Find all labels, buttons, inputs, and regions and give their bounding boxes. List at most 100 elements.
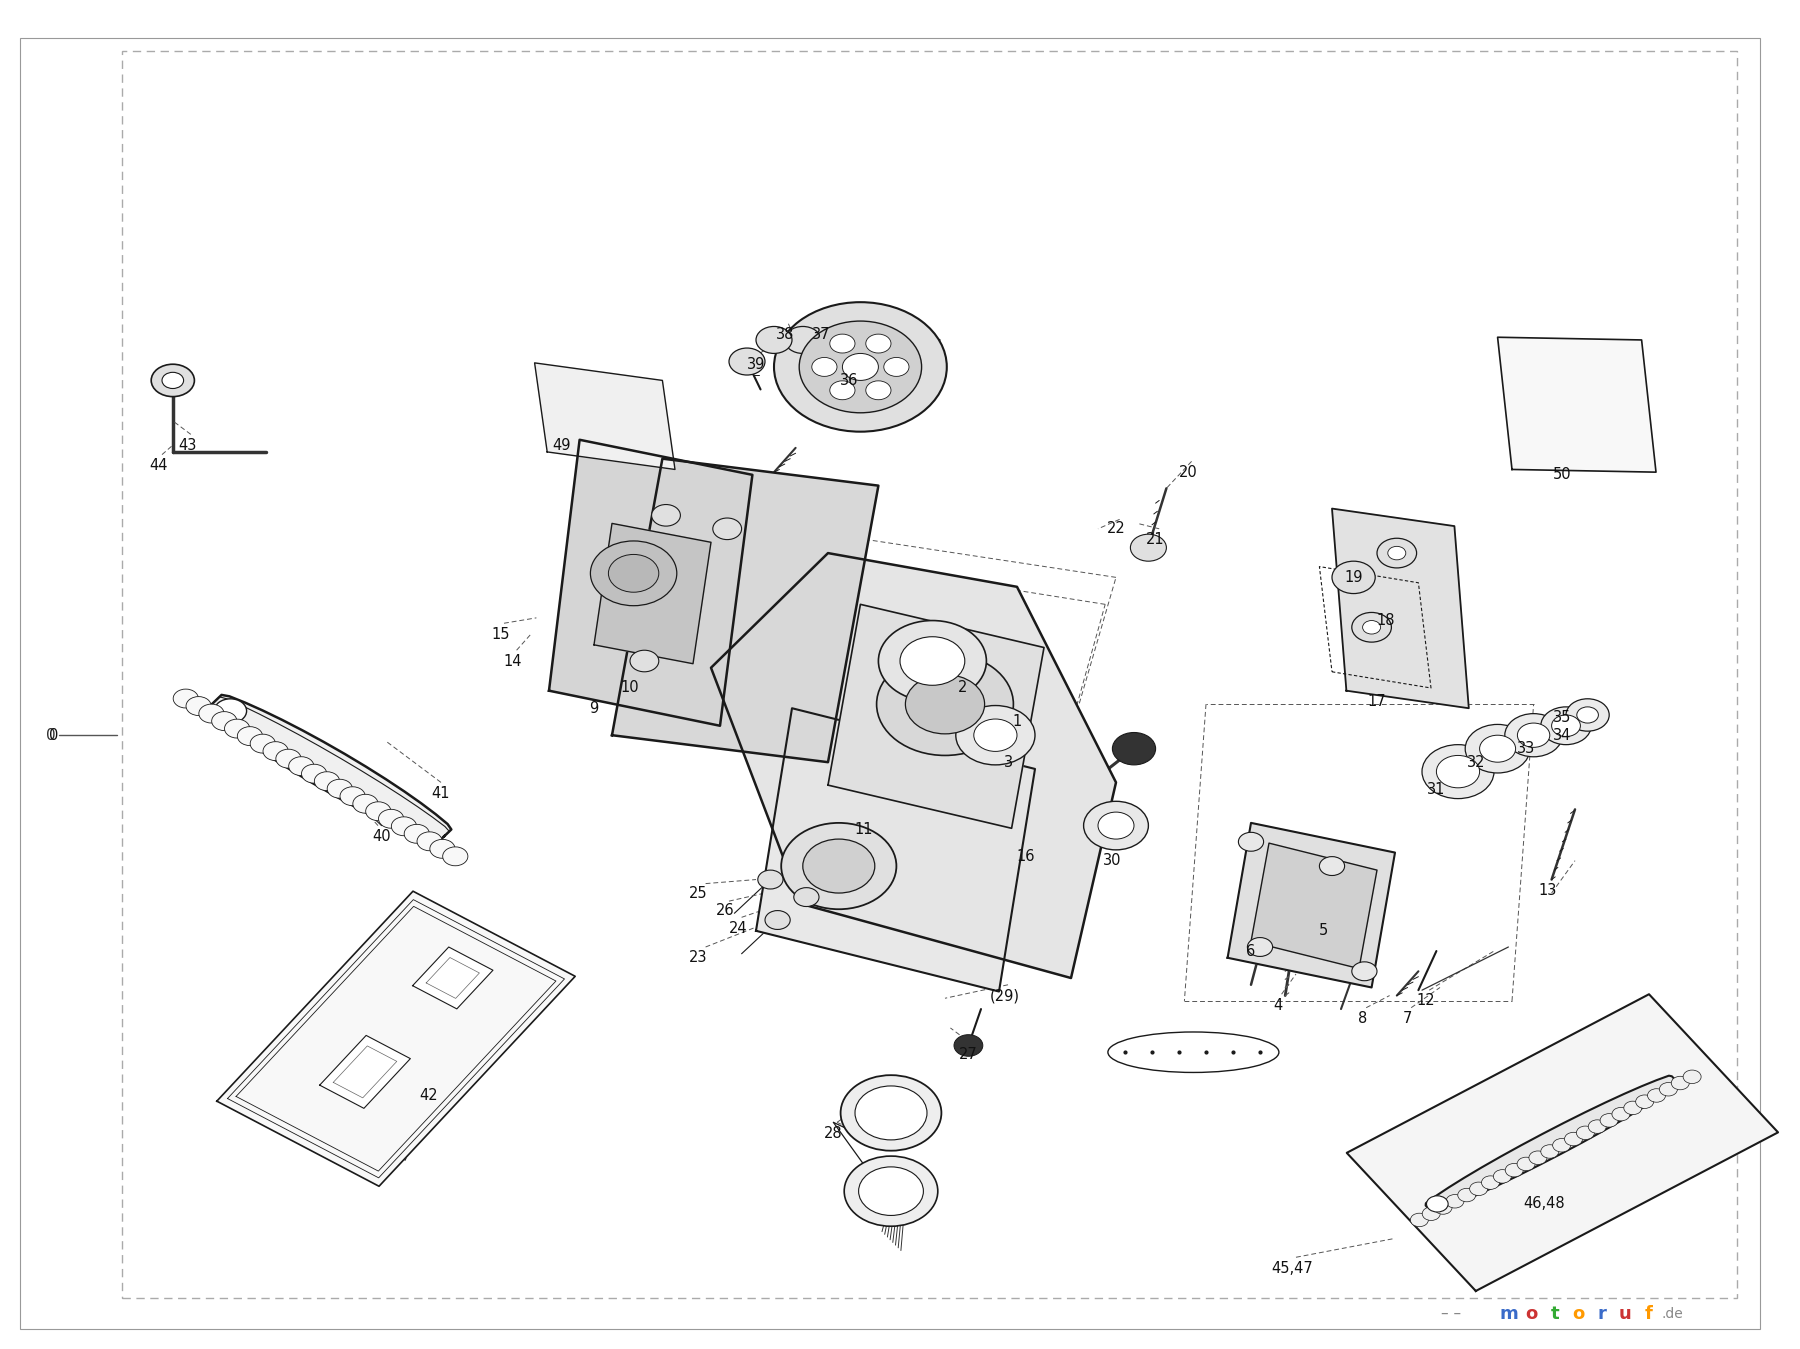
Text: m: m bbox=[1499, 1304, 1517, 1323]
Circle shape bbox=[353, 795, 378, 813]
Polygon shape bbox=[1498, 337, 1656, 472]
Text: 22: 22 bbox=[1107, 521, 1125, 537]
Text: 31: 31 bbox=[1427, 781, 1445, 797]
Circle shape bbox=[1577, 1126, 1595, 1140]
Circle shape bbox=[1660, 1082, 1678, 1095]
Circle shape bbox=[1445, 1194, 1463, 1207]
Circle shape bbox=[1427, 1195, 1449, 1211]
Circle shape bbox=[1566, 699, 1609, 731]
Text: o: o bbox=[1526, 1304, 1537, 1323]
Circle shape bbox=[859, 1167, 923, 1215]
Text: 49: 49 bbox=[553, 437, 571, 453]
Text: 14: 14 bbox=[504, 653, 522, 669]
Circle shape bbox=[841, 1075, 941, 1151]
Text: 27: 27 bbox=[959, 1047, 977, 1063]
Text: t: t bbox=[1552, 1304, 1559, 1323]
Text: 17: 17 bbox=[1368, 693, 1386, 710]
Circle shape bbox=[765, 911, 790, 929]
Circle shape bbox=[1247, 938, 1273, 956]
Text: 3: 3 bbox=[1003, 754, 1013, 770]
Text: 16: 16 bbox=[1017, 849, 1035, 865]
Circle shape bbox=[250, 734, 275, 753]
Text: – –: – – bbox=[1440, 1306, 1462, 1322]
Bar bbox=[122, 51, 1737, 1298]
Circle shape bbox=[1332, 561, 1375, 594]
Text: 26: 26 bbox=[716, 902, 734, 919]
Polygon shape bbox=[594, 523, 711, 664]
Text: r: r bbox=[1598, 1304, 1606, 1323]
Circle shape bbox=[905, 674, 985, 734]
Circle shape bbox=[1600, 1114, 1618, 1128]
Text: 2: 2 bbox=[958, 680, 968, 696]
Circle shape bbox=[288, 757, 313, 776]
Circle shape bbox=[1388, 546, 1406, 560]
Circle shape bbox=[1465, 724, 1530, 773]
Circle shape bbox=[1624, 1101, 1642, 1114]
Text: 6: 6 bbox=[1246, 943, 1256, 959]
Circle shape bbox=[878, 621, 986, 701]
Text: 42: 42 bbox=[419, 1087, 437, 1103]
Polygon shape bbox=[216, 892, 576, 1186]
Polygon shape bbox=[1426, 1075, 1678, 1213]
Circle shape bbox=[630, 650, 659, 672]
Circle shape bbox=[884, 357, 909, 376]
Circle shape bbox=[1505, 1163, 1523, 1176]
Circle shape bbox=[729, 348, 765, 375]
Text: 18: 18 bbox=[1377, 612, 1395, 629]
Circle shape bbox=[956, 706, 1035, 765]
Circle shape bbox=[1377, 538, 1417, 568]
Circle shape bbox=[1647, 1089, 1665, 1102]
Circle shape bbox=[1238, 832, 1264, 851]
Text: 50: 50 bbox=[1553, 467, 1571, 483]
Circle shape bbox=[1683, 1070, 1701, 1083]
Text: 23: 23 bbox=[689, 950, 707, 966]
Circle shape bbox=[1552, 715, 1580, 737]
Circle shape bbox=[774, 302, 947, 432]
Text: 39: 39 bbox=[747, 356, 765, 372]
Text: 40: 40 bbox=[373, 828, 391, 844]
Circle shape bbox=[1352, 612, 1391, 642]
Polygon shape bbox=[1251, 843, 1377, 969]
Circle shape bbox=[1481, 1176, 1499, 1190]
Circle shape bbox=[866, 380, 891, 399]
Circle shape bbox=[954, 1035, 983, 1056]
Circle shape bbox=[198, 704, 223, 723]
Circle shape bbox=[1541, 707, 1591, 745]
Text: 45,47: 45,47 bbox=[1271, 1260, 1314, 1276]
Circle shape bbox=[214, 699, 247, 723]
Circle shape bbox=[1084, 801, 1148, 850]
Text: 11: 11 bbox=[855, 822, 873, 838]
Text: 33: 33 bbox=[1517, 741, 1535, 757]
Circle shape bbox=[263, 742, 288, 761]
Polygon shape bbox=[711, 553, 1116, 978]
Text: 15: 15 bbox=[491, 626, 509, 642]
Text: 0: 0 bbox=[49, 727, 59, 743]
Circle shape bbox=[844, 1156, 938, 1226]
Circle shape bbox=[328, 780, 353, 799]
Circle shape bbox=[1517, 723, 1550, 747]
Circle shape bbox=[1505, 714, 1562, 757]
Text: 8: 8 bbox=[1357, 1010, 1368, 1027]
Circle shape bbox=[803, 839, 875, 893]
Circle shape bbox=[1422, 745, 1494, 799]
Text: 44: 44 bbox=[149, 457, 167, 473]
Text: 10: 10 bbox=[621, 680, 639, 696]
Circle shape bbox=[1319, 857, 1345, 876]
Text: 0: 0 bbox=[45, 727, 56, 743]
Circle shape bbox=[1577, 707, 1598, 723]
Circle shape bbox=[799, 321, 922, 413]
Circle shape bbox=[900, 637, 965, 685]
Circle shape bbox=[1636, 1095, 1654, 1109]
Circle shape bbox=[340, 786, 365, 805]
Circle shape bbox=[830, 335, 855, 353]
Circle shape bbox=[315, 772, 340, 791]
Circle shape bbox=[866, 335, 891, 353]
Circle shape bbox=[1541, 1145, 1559, 1159]
Text: 32: 32 bbox=[1467, 754, 1485, 770]
Polygon shape bbox=[1228, 823, 1395, 987]
Circle shape bbox=[756, 326, 792, 353]
Circle shape bbox=[365, 801, 391, 820]
Circle shape bbox=[1517, 1157, 1535, 1171]
Circle shape bbox=[608, 554, 659, 592]
Circle shape bbox=[652, 505, 680, 526]
